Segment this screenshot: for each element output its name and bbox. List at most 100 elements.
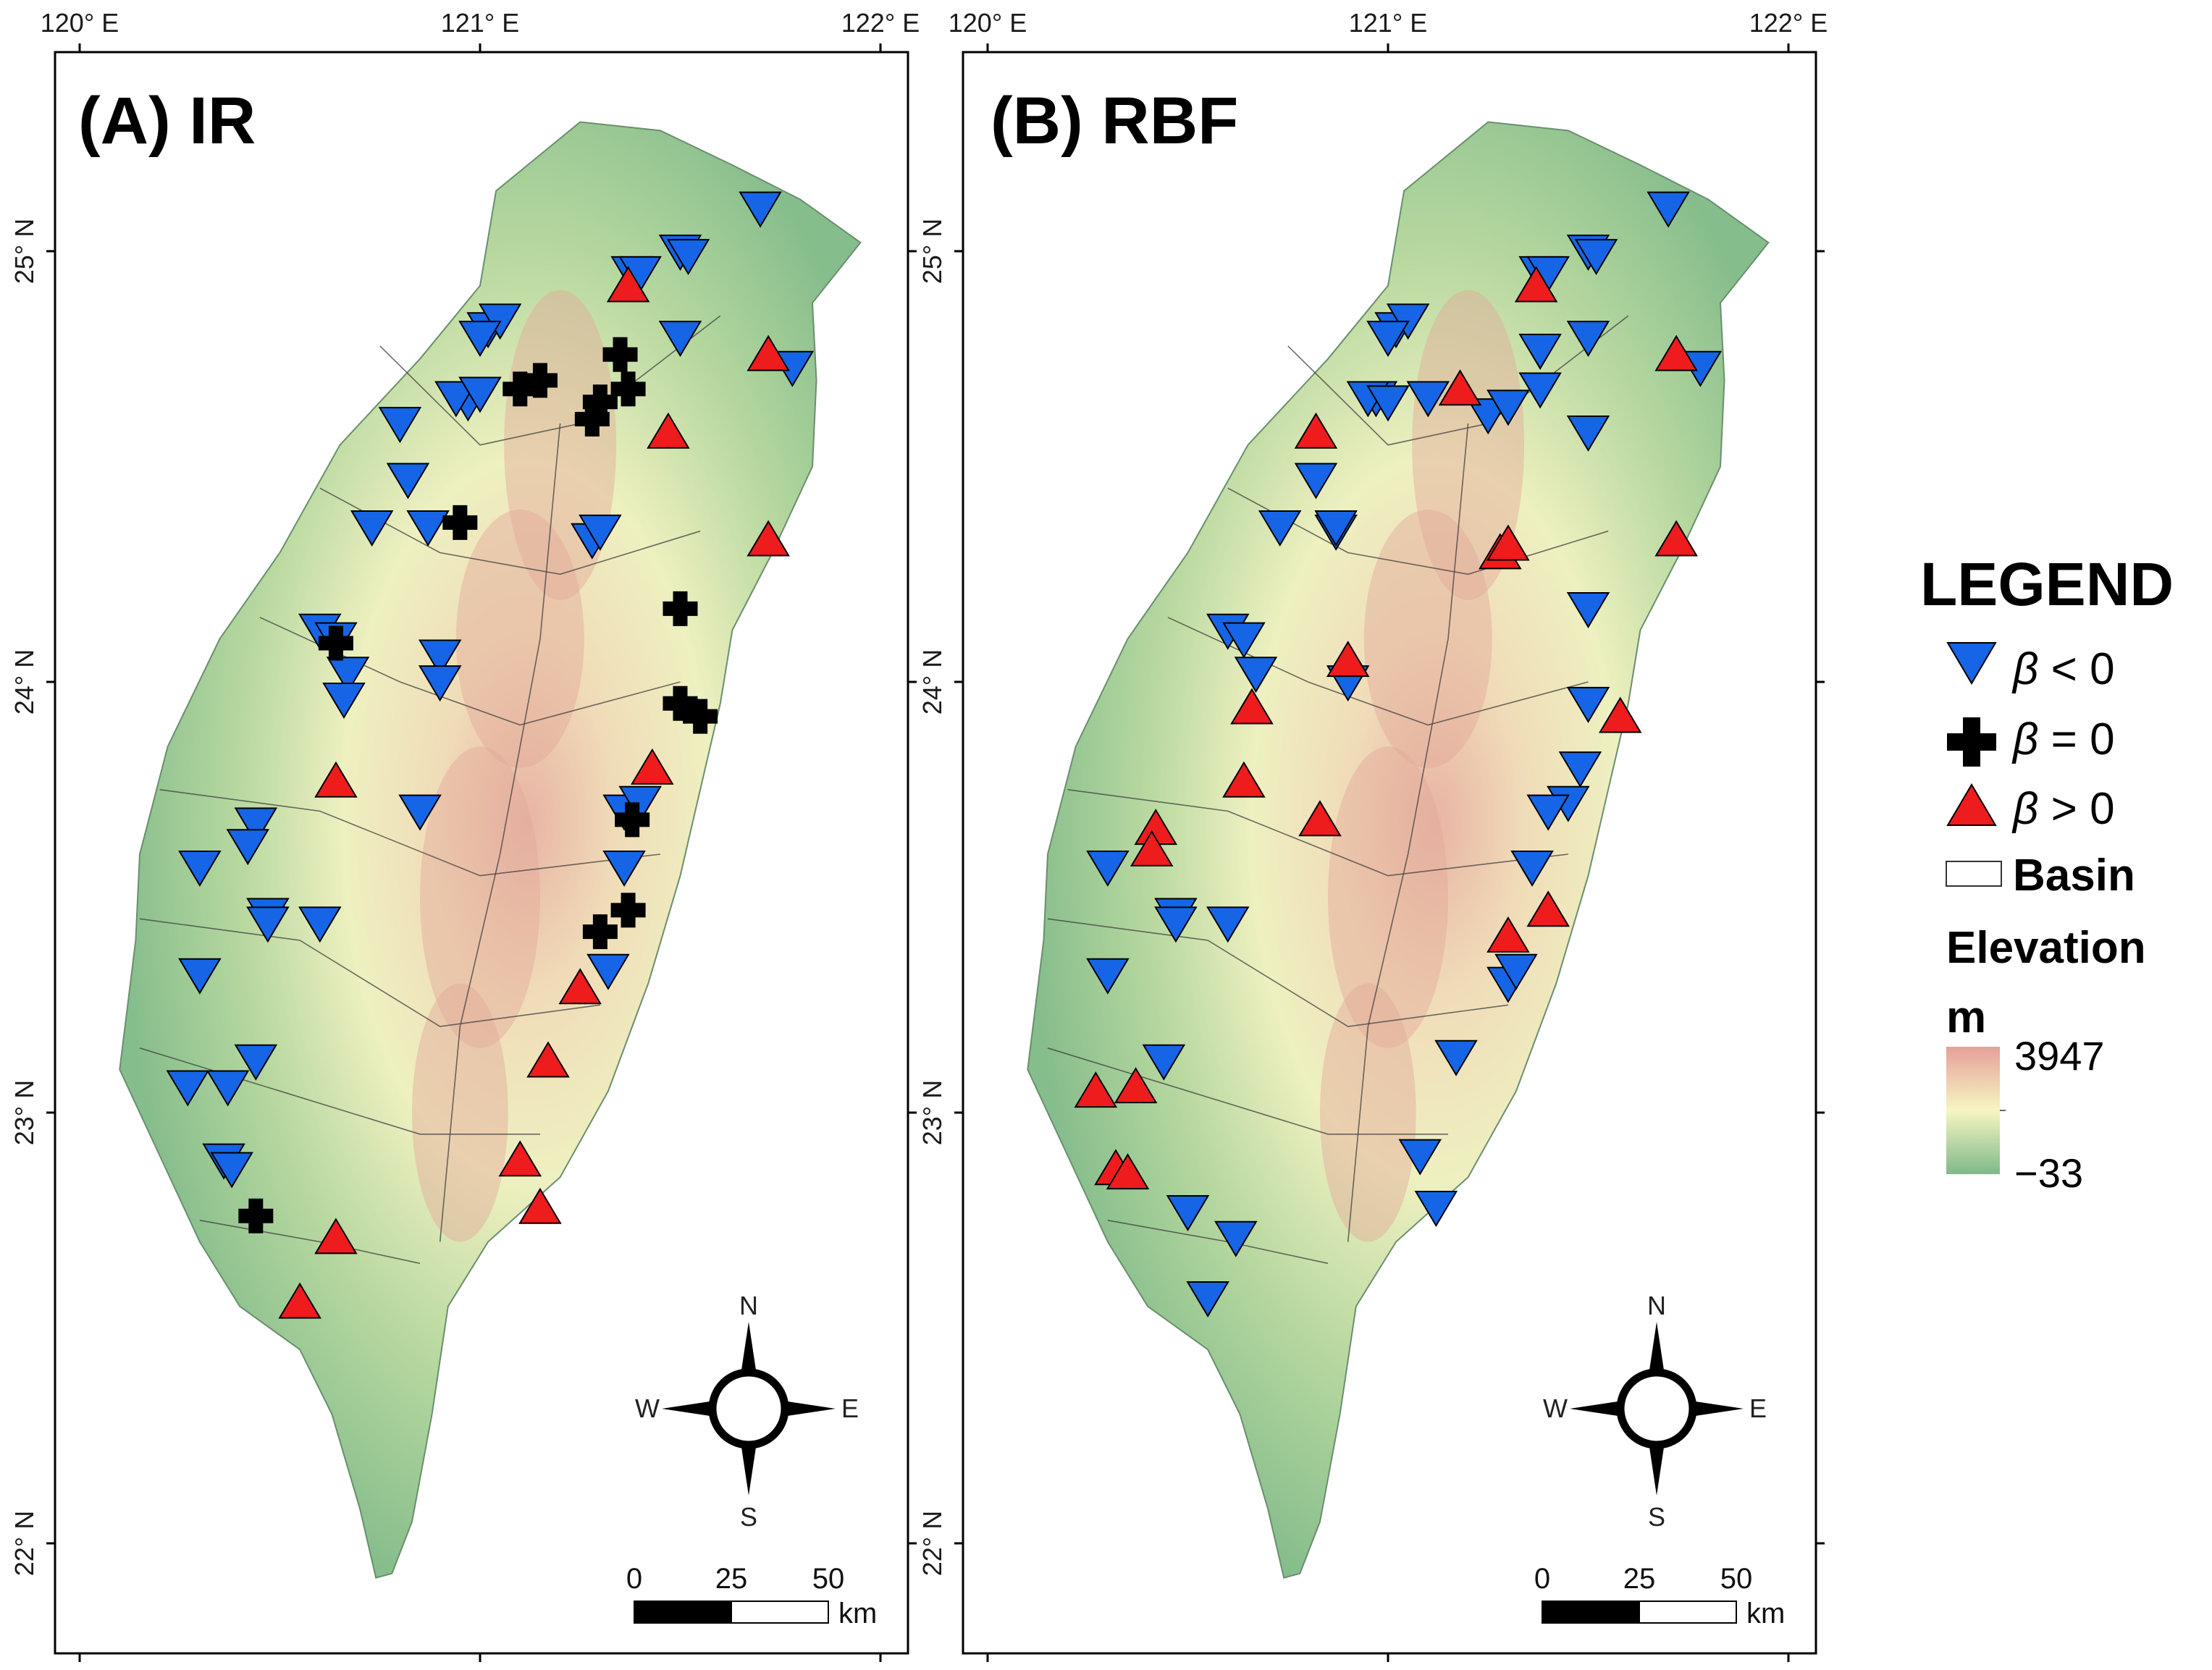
compass-west-arm [662,1400,720,1417]
legend-elevation-label: Elevation [1946,923,2146,973]
legend-beta: β [2011,784,2038,834]
ridge-shade-3 [1319,983,1416,1242]
station-positive-8 [498,1140,542,1177]
station-negative-30 [226,829,270,866]
station-negative-10 [1366,321,1410,358]
station-negative-25 [398,794,442,831]
basin-boundary-6 [199,1220,421,1265]
station-zero-2 [502,371,538,407]
station-zero-14 [238,1198,274,1233]
basin-boundary-3 [159,789,660,877]
station-positive-4 [631,748,674,785]
scale-tick-label: 25 [715,1563,748,1595]
station-negative-35 [1154,906,1198,943]
station-negative-0 [739,191,782,228]
station-negative-6 [1518,334,1562,371]
compass-w-label: W [635,1393,660,1423]
legend-item-negative: β < 0 [2011,644,2115,694]
scale-bar-white [1639,1601,1737,1624]
station-negative-28 [1566,686,1610,723]
legend-unit-label: m [1946,992,1986,1042]
station-negative-29 [234,807,278,844]
scale-tick-label: 0 [1534,1563,1550,1595]
scale-bar-black [1542,1601,1640,1624]
compass-s-label: S [1648,1502,1665,1532]
y-tick-label: 23° N [9,1080,39,1145]
basin-boundaries [1047,315,1629,1265]
station-negative-19 [1294,463,1338,499]
station-positive-17 [1114,1067,1158,1104]
station-positive-1 [1654,334,1698,371]
station-zero-10 [683,699,718,734]
basin-boundary-7 [439,423,561,1242]
legend-triangle-up-icon [1946,783,1997,826]
station-positive-3 [1294,412,1338,449]
x-tick-label: 120° E [949,8,1027,38]
station-zero-1 [522,363,558,398]
station-negative-45 [1214,1220,1258,1257]
compass-e-label: E [841,1393,859,1423]
station-negative-35 [178,958,222,995]
legend-triangle-down-icon [1946,642,1997,685]
station-zero-6 [442,505,478,540]
station-positive-16 [1074,1071,1118,1108]
station-negative-0 [1647,191,1690,228]
station-negative-29 [1558,751,1602,788]
x-tick-label: 120° E [41,8,119,38]
basin-boundary-0 [379,315,721,446]
x-tick-label: 121° E [441,8,519,38]
legend-basin-label: Basin [2013,851,2135,901]
station-negative-5 [1566,321,1610,358]
station-zero-9 [663,686,698,721]
compass-n-label: N [739,1291,758,1320]
station-negative-11 [434,381,478,418]
station-positive-10 [1222,761,1266,798]
mountain-ridge [1319,290,1525,1242]
compass-west-arm [1570,1400,1628,1417]
y-tick-label: 22° N [917,1511,947,1576]
basin-boundaries [139,315,721,1265]
station-negative-14 [1406,381,1450,418]
compass-e-label: E [1749,1393,1767,1423]
station-negative-23 [418,639,462,676]
station-negative-34 [298,906,342,943]
compass-s-label: S [740,1502,757,1532]
basin-boundary-5 [139,1047,540,1135]
ridge-shade-0 [1412,290,1525,600]
station-positive-1 [747,334,790,371]
compass-east-arm [778,1400,836,1417]
station-positive-6 [558,968,602,1005]
station-negative-40 [1434,1039,1478,1076]
axis-ticks: 120° E 121° E 122° E 25° N 24° N 23° N 22° N [917,8,1828,1662]
map-panel-a: 120° E 121° E 122° E 25° N 24° N 23° N 22° N (… [9,8,920,1662]
compass-rose: N S W E [1543,1291,1767,1532]
legend-item-text: > 0 [2038,784,2114,834]
station-negative-36 [586,953,630,990]
scale-tick-label: 50 [1720,1563,1753,1595]
station-zero-7 [663,591,698,626]
station-negative-39 [1494,953,1538,990]
y-tick-label: 25° N [9,219,39,284]
taiwan-island-outline [119,121,862,1579]
station-negative-16 [1486,389,1530,426]
station-positive-7 [526,1041,570,1078]
station-zero-0 [602,337,638,372]
station-negative-44 [1166,1195,1210,1232]
ridge-shade-3 [411,983,508,1242]
station-negative-12 [458,376,502,413]
station-positive-5 [1486,524,1530,561]
y-tick-label: 23° N [917,1080,947,1145]
station-negative-41 [1142,1044,1186,1081]
y-tick-label: 25° N [917,219,947,284]
ridge-shade-1 [1363,510,1492,768]
elevation-max-label: 3947 [2014,1033,2105,1079]
basin-boundary-0 [1287,315,1629,446]
panel-title: (B) RBF [991,84,1238,158]
station-positive-14 [1526,890,1570,927]
station-negative-23 [1566,592,1610,629]
legend-beta: β [2011,714,2038,764]
station-positive-15 [1486,916,1530,953]
station-positive-8 [1230,688,1274,725]
compass-east-arm [1686,1400,1744,1417]
